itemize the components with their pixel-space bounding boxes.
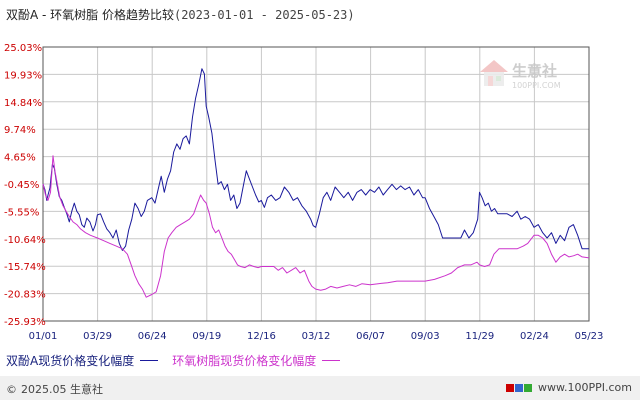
x-tick-label: 06/24 <box>138 331 167 342</box>
watermark-url: 100PPI.COM <box>512 81 561 90</box>
y-tick-label: -15.74% <box>4 262 46 273</box>
footer-site-link[interactable]: www.100PPI.com <box>538 381 632 394</box>
100ppi-logo-icon <box>506 383 533 392</box>
footer-copyright: 2025.05 生意社 <box>21 383 103 396</box>
legend-label-epoxy: 环氧树脂现货价格变化幅度 <box>172 353 317 368</box>
x-axis-ticks: 01/01 03/29 06/24 09/19 12/16 03/12 06/07 09/03… <box>29 331 604 342</box>
y-tick-label: -0.45% <box>4 180 39 191</box>
y-tick-label: -20.83% <box>4 290 46 301</box>
series-line-bpa <box>42 68 589 251</box>
x-tick-label: 12/16 <box>247 331 276 342</box>
legend-swatch-epoxy <box>322 359 341 361</box>
y-tick-label: -10.64% <box>4 235 46 246</box>
legend-item-bpa: 双酚A现货价格变化幅度 <box>6 352 159 369</box>
footer-left: © 2025.05 生意社 <box>6 381 103 397</box>
footer-bar: © 2025.05 生意社 www.100PPI.com <box>0 376 640 400</box>
x-tick-label: 09/19 <box>192 331 221 342</box>
chart-grid <box>43 47 589 321</box>
footer-right: www.100PPI.com <box>506 381 632 394</box>
chart-legend: 双酚A现货价格变化幅度 环氧树脂现货价格变化幅度 <box>6 352 354 368</box>
legend-item-epoxy: 环氧树脂现货价格变化幅度 <box>172 352 341 369</box>
chart-title-range: (2023-01-01 - 2025-05-23) <box>173 8 355 22</box>
x-tick-label: 03/12 <box>302 331 331 342</box>
x-tick-label: 05/23 <box>575 331 604 342</box>
x-tick-label: 02/24 <box>520 331 549 342</box>
copyright-icon: © <box>6 382 17 396</box>
chart-series <box>42 68 590 298</box>
x-tick-label: 09/03 <box>411 331 440 342</box>
x-tick-label: 06/07 <box>356 331 385 342</box>
x-tick-label: 03/29 <box>83 331 112 342</box>
y-tick-label: -5.55% <box>4 207 39 218</box>
chart-title: 双酚A - 环氧树脂 价格趋势比较(2023-01-01 - 2025-05-2… <box>6 6 355 23</box>
y-tick-label: 14.84% <box>4 98 42 109</box>
price-trend-chart: 25.03% 19.93% 14.84% 9.74% 4.65% -0.45% -5.55%… <box>4 43 604 342</box>
legend-label-bpa: 双酚A现货价格变化幅度 <box>6 353 135 368</box>
y-tick-label: 19.93% <box>4 70 42 81</box>
y-tick-label: -25.93% <box>4 317 46 328</box>
x-tick-label: 01/01 <box>29 331 58 342</box>
y-axis-ticks: 25.03% 19.93% 14.84% 9.74% 4.65% -0.45% -5.55%… <box>4 43 46 328</box>
watermark-name: 生意社 <box>512 62 557 80</box>
chart-title-main: 双酚A - 环氧树脂 价格趋势比较 <box>6 8 174 22</box>
house-icon <box>480 60 508 86</box>
x-tick-label: 11/29 <box>465 331 494 342</box>
y-tick-label: 4.65% <box>4 153 36 164</box>
y-tick-label: 9.74% <box>4 125 36 136</box>
series-line-epoxy <box>42 155 590 298</box>
y-tick-label: 25.03% <box>4 43 42 54</box>
legend-swatch-bpa <box>140 359 159 361</box>
watermark-logo: 生意社 100PPI.COM <box>480 60 561 90</box>
